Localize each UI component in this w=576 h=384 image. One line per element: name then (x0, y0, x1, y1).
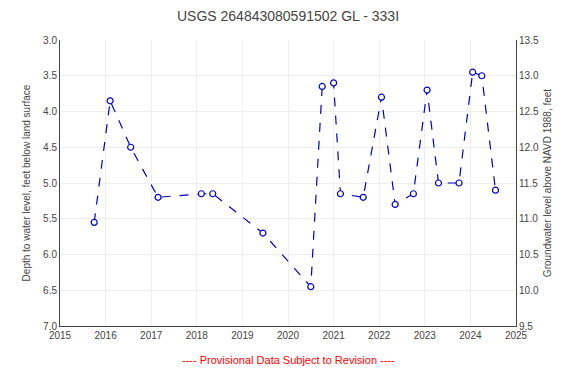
svg-text:3.5: 3.5 (43, 70, 57, 81)
svg-text:11.0: 11.0 (519, 213, 538, 224)
svg-text:2022: 2022 (368, 330, 391, 341)
svg-text:11.5: 11.5 (519, 178, 538, 189)
svg-text:7.0: 7.0 (43, 321, 57, 332)
svg-text:USGS 264843080591502 GL - 333I: USGS 264843080591502 GL - 333I (177, 8, 399, 24)
svg-text:13.5: 13.5 (519, 35, 539, 46)
svg-text:5.5: 5.5 (43, 213, 57, 224)
svg-text:12.5: 12.5 (519, 106, 539, 117)
svg-text:---- Provisional Data Subject: ---- Provisional Data Subject to Revisio… (182, 354, 395, 366)
svg-text:2024: 2024 (459, 330, 482, 341)
svg-text:10.0: 10.0 (519, 285, 539, 296)
svg-text:4.5: 4.5 (43, 142, 57, 153)
svg-text:4.0: 4.0 (43, 106, 57, 117)
svg-text:2025: 2025 (505, 330, 528, 341)
svg-text:2015: 2015 (49, 330, 72, 341)
svg-text:2018: 2018 (186, 330, 209, 341)
svg-text:2021: 2021 (322, 330, 345, 341)
svg-text:2019: 2019 (231, 330, 254, 341)
svg-text:10.5: 10.5 (519, 249, 539, 260)
svg-text:Groundwater level above NAVD 1: Groundwater level above NAVD 1988, feet (542, 89, 553, 277)
svg-text:2016: 2016 (94, 330, 117, 341)
svg-text:9.5: 9.5 (519, 321, 533, 332)
svg-text:6.0: 6.0 (43, 249, 57, 260)
svg-text:5.0: 5.0 (43, 178, 57, 189)
svg-text:3.0: 3.0 (43, 35, 57, 46)
svg-text:12.0: 12.0 (519, 142, 539, 153)
svg-text:13.0: 13.0 (519, 70, 539, 81)
svg-text:2020: 2020 (277, 330, 300, 341)
svg-text:2023: 2023 (414, 330, 437, 341)
svg-text:Depth to water level, feet bel: Depth to water level, feet below land su… (21, 84, 32, 281)
svg-text:2017: 2017 (140, 330, 163, 341)
svg-text:6.5: 6.5 (43, 285, 57, 296)
